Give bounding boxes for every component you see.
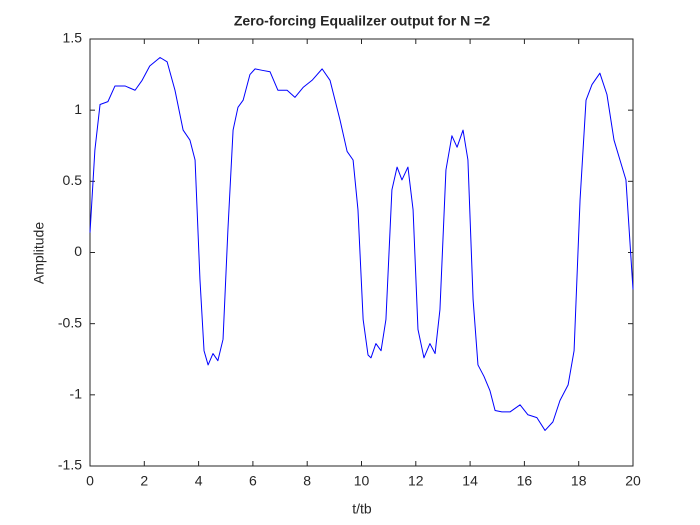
y-tick-label: -0.5 (58, 314, 82, 330)
y-tick-label: -1 (70, 386, 83, 402)
x-tick-label: 16 (517, 473, 533, 489)
x-tick-label: 4 (195, 473, 203, 489)
y-axis-label: Amplitude (31, 222, 47, 284)
data-line (89, 57, 634, 431)
y-tick-label: 1.5 (63, 30, 83, 46)
y-tick-label: 0 (74, 243, 82, 259)
x-tick-label: 0 (86, 473, 94, 489)
x-tick-label: 14 (462, 473, 478, 489)
x-axis-label: t/tb (352, 501, 372, 517)
x-tick-label: 18 (571, 473, 587, 489)
y-tick-label: 1 (74, 101, 82, 117)
x-tick-label: 10 (354, 473, 370, 489)
x-tick-label: 12 (408, 473, 424, 489)
x-tick-label: 2 (140, 473, 148, 489)
x-tick-label: 20 (625, 473, 641, 489)
y-tick-label: -1.5 (58, 457, 82, 473)
x-tick-label: 8 (303, 473, 311, 489)
chart-title: Zero-forcing Equalilzer output for N =2 (234, 13, 491, 29)
plot-frame (89, 38, 634, 467)
x-tick-label: 6 (249, 473, 257, 489)
y-tick-label: 0.5 (63, 172, 83, 188)
